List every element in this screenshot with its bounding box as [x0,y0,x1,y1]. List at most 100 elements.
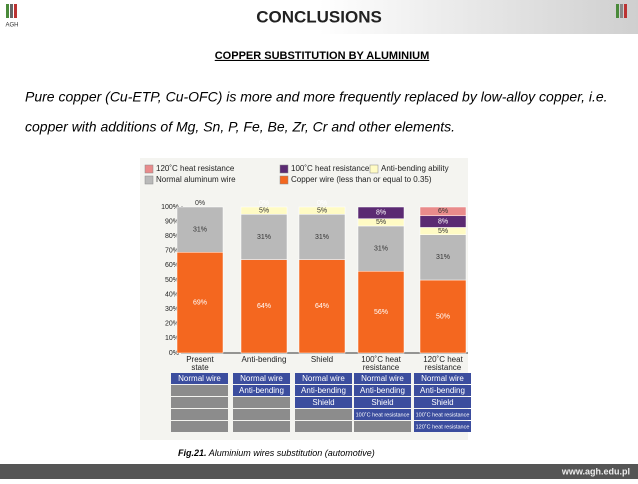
x-tick-label: Anti-bending [242,355,287,364]
legend-swatch [144,175,154,185]
legend-label: Normal aluminum wire [156,175,236,184]
y-tick-label: 50% [165,277,179,284]
caption-label: Fig.21. [178,448,207,458]
table-cell [295,373,352,384]
table-cell [295,409,352,420]
table-cell [414,397,471,408]
bar-segment [419,279,467,354]
table-cell [171,409,228,420]
data-label: 31% [374,245,388,252]
subtitle: COPPER SUBSTITUTION BY ALUMINIUM [215,50,430,62]
footer-url: www.agh.edu.pl [561,466,630,476]
table-cell [414,421,471,432]
data-label: 5% [317,207,327,214]
bar-segment [240,259,288,354]
legend-label: 120˚C heat resistance [156,164,235,173]
legend-swatch [279,164,289,174]
bar-segment [419,234,467,281]
y-tick-label: 70% [165,248,179,255]
header-bar [0,0,638,34]
x-tick-label: Shield [311,355,333,364]
caption-text: Aluminium wires substitution (automotive… [208,448,375,458]
x-tick-label: 100˚C heat resistance [361,355,401,372]
data-label: 0% [259,200,269,207]
table-cell [414,373,471,384]
table-cell [233,385,290,396]
table-cell [233,421,290,432]
data-label: 31% [436,254,450,261]
caption: Fig.21. Aluminium wires substitution (au… [178,448,375,458]
table-text: Anti-bending [420,386,465,395]
y-tick-label: 10% [165,335,179,342]
table-cell [233,397,290,408]
table-text: Anti-bending [239,386,284,395]
data-label: 8% [438,218,448,225]
y-tick-label: 80% [165,233,179,240]
legend-swatch [369,164,379,174]
bar-segment [357,270,405,354]
data-label: 5% [438,228,448,235]
bar-segment [298,206,346,215]
x-tick-label: Present state [186,355,214,372]
data-label: 31% [315,234,329,241]
legend-label: 100˚C heat resistance [291,164,370,173]
data-label: 31% [193,226,207,233]
data-label: 31% [257,234,271,241]
table-text: 100˚C heat resistance [416,411,470,418]
data-label: 6% [438,208,448,215]
data-label: 5% [259,207,269,214]
bar-segment [419,206,467,217]
table-cell [171,373,228,384]
y-tick-label: 100% [161,204,179,211]
table-text: Shield [371,398,393,407]
bar-segment [357,206,405,219]
table-cell [354,421,411,432]
table-cell [295,397,352,408]
bar-segment [176,206,224,253]
logo-text: AGH [5,23,18,29]
table-text: 120˚C heat resistance [416,423,470,430]
chart: 0% 10% 20% 30% 40% 50% 60% 70% 80% 90% 100% 120˚C h… [144,164,471,432]
table-cell [354,409,411,420]
data-label: 8% [376,210,386,217]
legend-swatch [144,164,154,174]
table-cell [295,385,352,396]
data-label: 64% [315,303,329,310]
data-label: 64% [257,303,271,310]
table-text: Anti-bending [360,386,405,395]
table-cell [295,421,352,432]
table-cell [354,385,411,396]
bar-segment [176,252,224,354]
table-cell [171,397,228,408]
y-tick-label: 40% [165,291,179,298]
bar-segment [298,259,346,354]
table-cell [233,409,290,420]
bar-segment [357,225,405,272]
legend-label: Copper wire (less than or equal to 0.35) [291,175,432,184]
data-label: 50% [436,313,450,320]
legend-label: Anti-bending ability [381,164,449,173]
table-cell [414,409,471,420]
legend-swatch [279,175,289,185]
table-text: Normal wire [421,374,464,383]
bar-segment [240,214,288,260]
x-tick-label: 120˚C heat resistance [423,355,463,372]
data-label: 69% [193,299,207,306]
table-text: Shield [431,398,453,407]
table-cell [171,385,228,396]
table-text: Normal wire [302,374,345,383]
paragraph-line: copper with additions of Mg, Sn, P, Fe, … [25,119,455,135]
paragraph-line: Pure copper (Cu-ETP, Cu-OFC) is more and… [25,89,608,105]
footer-bar [0,464,638,479]
table-cell [233,373,290,384]
y-tick-label: 60% [165,262,179,269]
data-label: 5% [376,219,386,226]
y-tick-label: 30% [165,306,179,313]
y-tick-label: 0% [169,350,179,357]
bar-segment [240,206,288,215]
y-tick-label: 20% [165,321,179,328]
data-label: 56% [374,309,388,316]
bar-segment [298,214,346,260]
slide-title: CONCLUSIONS [256,7,382,26]
